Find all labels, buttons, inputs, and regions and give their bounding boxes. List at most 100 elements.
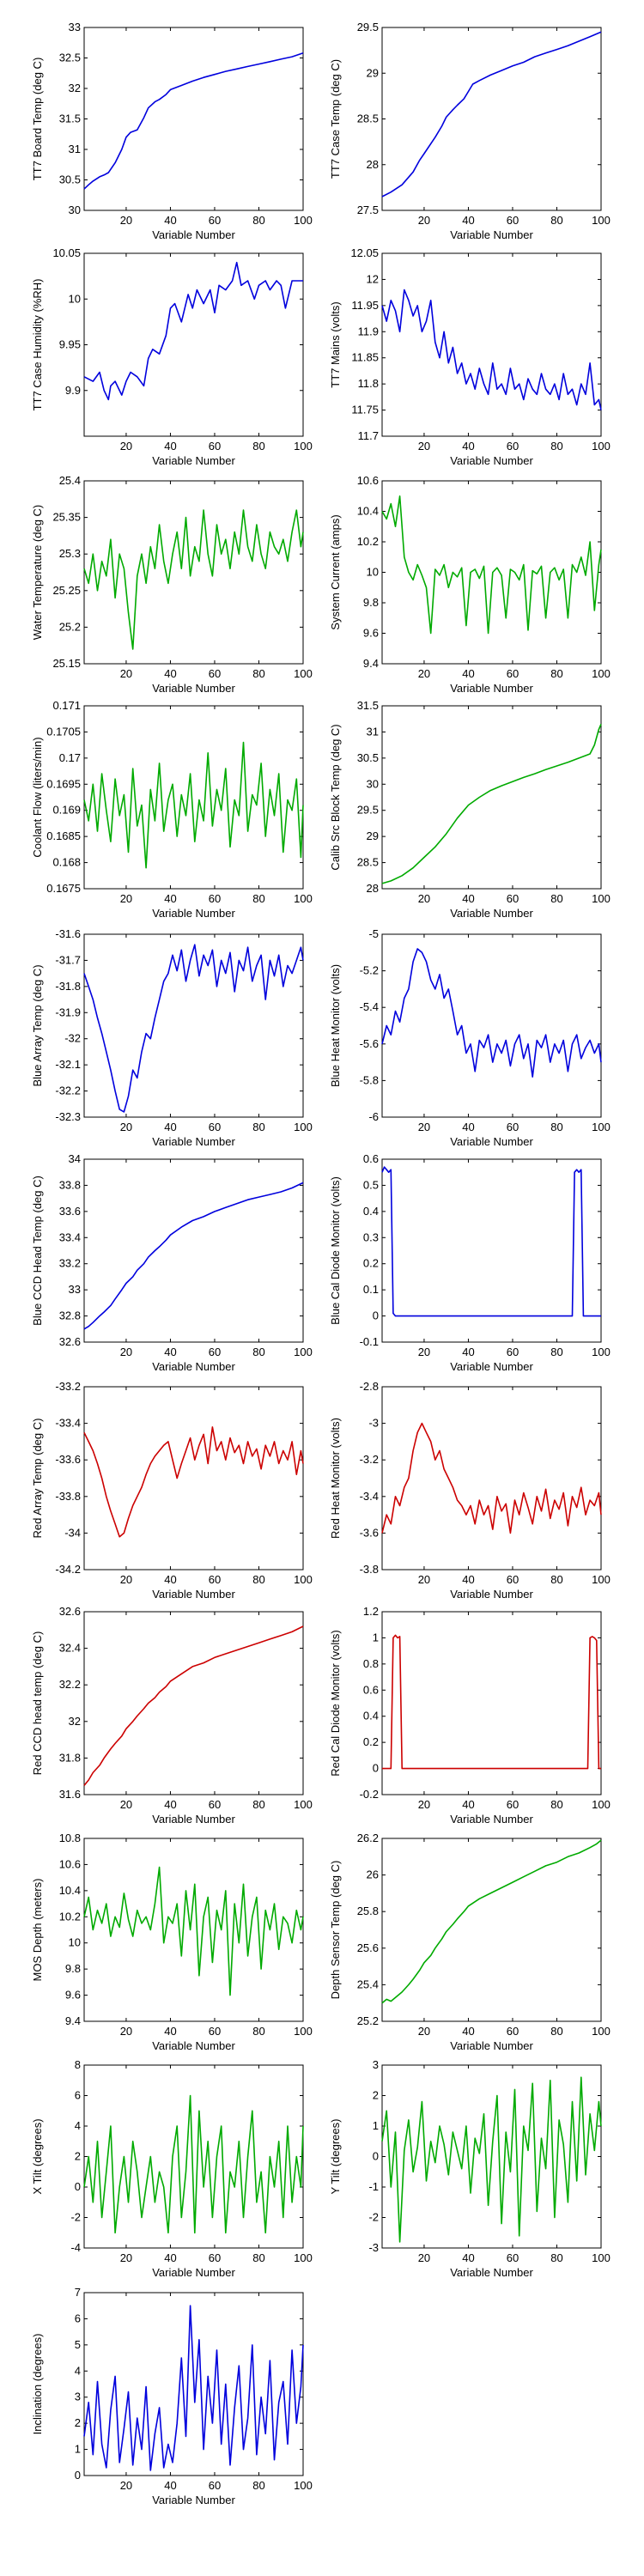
chart-panel-14: 20 40 60 80 100 -3.8 -3.6 -3.4 -3.2 -3 -2.8 Variabl… bbox=[329, 1380, 611, 1601]
y-tick-label: 10.05 bbox=[52, 246, 81, 259]
y-axis-label: Red Array Temp (deg C) bbox=[31, 1419, 44, 1539]
chart-panel-18: 20 40 60 80 100 25.2 25.4 25.6 25.8 26 26.2 Variabl… bbox=[329, 1832, 611, 2052]
y-tick-label: 31.5 bbox=[357, 699, 379, 712]
y-tick-label: 25.2 bbox=[357, 2014, 379, 2027]
y-tick-label: 34 bbox=[69, 1152, 81, 1165]
y-tick-label: 0.169 bbox=[52, 804, 81, 817]
x-tick-label: 20 bbox=[418, 1346, 430, 1358]
series-line bbox=[381, 289, 602, 410]
y-tick-label: 10.4 bbox=[357, 505, 379, 518]
y-tick-label: 33.4 bbox=[59, 1230, 81, 1243]
y-tick-label: 30 bbox=[367, 777, 379, 790]
x-axis-label: Variable Number bbox=[450, 454, 533, 467]
x-tick-label: 40 bbox=[462, 892, 474, 905]
y-tick-label: -32.2 bbox=[55, 1084, 81, 1097]
y-tick-label: 9.8 bbox=[65, 1962, 81, 1975]
y-tick-label: -4 bbox=[70, 2241, 81, 2254]
y-tick-label: 0.8 bbox=[363, 1657, 379, 1670]
x-tick-label: 20 bbox=[120, 2251, 132, 2264]
x-tick-label: 100 bbox=[294, 1346, 313, 1358]
y-tick-label: 11.95 bbox=[351, 299, 379, 312]
y-tick-label: 33.6 bbox=[59, 1205, 81, 1218]
x-axis-label: Variable Number bbox=[450, 682, 533, 695]
plot-frame bbox=[83, 2292, 304, 2476]
y-tick-label: 7 bbox=[75, 2286, 81, 2299]
y-tick-label: -3.8 bbox=[360, 1563, 379, 1576]
y-tick-label: 2 bbox=[75, 2416, 81, 2429]
chart-panel-2: 20 40 60 80 100 27.5 28 28.5 29 29.5 Variable Numb… bbox=[329, 21, 611, 241]
y-tick-label: -0.2 bbox=[360, 1788, 379, 1801]
y-tick-label: 30 bbox=[69, 204, 81, 216]
y-tick-label: 32.5 bbox=[59, 52, 81, 64]
y-tick-label: 3 bbox=[75, 2391, 81, 2403]
y-tick-label: -5.8 bbox=[360, 1073, 379, 1086]
y-tick-label: -31.8 bbox=[55, 980, 81, 993]
x-tick-label: 100 bbox=[592, 667, 611, 680]
plot-frame bbox=[381, 1838, 602, 2022]
chart-panel-3: 20 40 60 80 100 9.9 9.95 10 10.05 Variable Number… bbox=[31, 246, 313, 467]
x-tick-label: 100 bbox=[294, 2025, 313, 2038]
x-tick-label: 60 bbox=[507, 1798, 519, 1811]
plot-frame bbox=[83, 705, 304, 890]
x-tick-label: 20 bbox=[120, 892, 132, 905]
x-tick-label: 80 bbox=[252, 214, 264, 227]
x-tick-label: 40 bbox=[164, 2251, 176, 2264]
chart-panel-16: 20 40 60 80 100 -0.2 0 0.2 0.4 0.6 0.8 1 1.2 Variable… bbox=[329, 1605, 611, 1826]
y-axis-label: Depth Sensor Temp (deg C) bbox=[329, 1861, 342, 2000]
x-axis-label: Variable Number bbox=[450, 1360, 533, 1373]
plot-frame bbox=[381, 933, 602, 1118]
series-line bbox=[83, 52, 304, 190]
x-tick-label: 20 bbox=[418, 892, 430, 905]
x-tick-label: 20 bbox=[120, 2479, 132, 2492]
chart-panel-15: 20 40 60 80 100 31.6 31.8 32 32.2 32.4 32.6 Variabl… bbox=[31, 1605, 313, 1826]
x-tick-label: 60 bbox=[209, 1798, 221, 1811]
x-tick-label: 60 bbox=[507, 667, 519, 680]
y-tick-label: 0.4 bbox=[363, 1205, 379, 1218]
x-tick-label: 40 bbox=[462, 440, 474, 453]
x-tick-label: 20 bbox=[418, 2251, 430, 2264]
y-tick-label: 32.8 bbox=[59, 1309, 81, 1322]
y-tick-label: -5.2 bbox=[360, 964, 379, 977]
y-tick-label: 4 bbox=[75, 2364, 81, 2377]
y-tick-label: -33.4 bbox=[55, 1417, 81, 1430]
x-tick-label: 100 bbox=[294, 440, 313, 453]
y-tick-label: 12.05 bbox=[350, 246, 379, 259]
y-tick-label: 26 bbox=[367, 1868, 379, 1881]
x-axis-label: Variable Number bbox=[152, 1135, 235, 1148]
y-tick-label: 10.6 bbox=[59, 1857, 81, 1870]
y-tick-label: -33.6 bbox=[55, 1453, 81, 1466]
y-tick-label: 11.7 bbox=[358, 429, 379, 442]
x-tick-label: 20 bbox=[418, 1573, 430, 1586]
y-tick-label: -5.4 bbox=[360, 1000, 379, 1013]
chart-panel-21: 20 40 60 80 100 0 1 2 3 4 5 6 7 Variable Number Inclin… bbox=[31, 2286, 313, 2506]
y-tick-label: 33 bbox=[69, 1283, 81, 1296]
x-tick-label: 80 bbox=[252, 440, 264, 453]
y-tick-label: 33.2 bbox=[59, 1257, 81, 1270]
y-tick-label: 0.3 bbox=[363, 1230, 379, 1243]
y-tick-label: 9.9 bbox=[65, 384, 81, 397]
y-axis-label: Y Tilt (degrees) bbox=[329, 2119, 342, 2195]
y-tick-label: 28.5 bbox=[357, 112, 379, 125]
y-tick-label: 32 bbox=[69, 82, 81, 94]
x-tick-label: 20 bbox=[418, 1798, 430, 1811]
x-tick-label: 80 bbox=[550, 2251, 562, 2264]
y-tick-label: -33.8 bbox=[55, 1490, 81, 1503]
series-line bbox=[83, 2305, 304, 2471]
x-tick-label: 60 bbox=[209, 1346, 221, 1358]
y-tick-label: 12 bbox=[367, 272, 379, 285]
y-tick-label: -31.9 bbox=[55, 1005, 81, 1018]
y-axis-label: Blue Array Temp (deg C) bbox=[31, 964, 44, 1086]
y-tick-label: -5.6 bbox=[360, 1037, 379, 1050]
y-tick-label: 25.6 bbox=[357, 1941, 379, 1954]
y-tick-label: 11.8 bbox=[358, 377, 379, 390]
y-tick-label: 1 bbox=[373, 2119, 379, 2132]
y-tick-label: 0.1705 bbox=[46, 725, 81, 738]
x-tick-label: 100 bbox=[294, 1798, 313, 1811]
y-tick-label: 0.2 bbox=[363, 1735, 379, 1748]
y-axis-label: Water Temperature (deg C) bbox=[31, 505, 44, 641]
y-tick-label: -0.1 bbox=[360, 1335, 379, 1348]
x-axis-label: Variable Number bbox=[152, 2266, 235, 2279]
y-tick-label: 0 bbox=[373, 2150, 379, 2163]
x-tick-label: 40 bbox=[462, 2025, 474, 2038]
x-axis-label: Variable Number bbox=[152, 1813, 235, 1826]
